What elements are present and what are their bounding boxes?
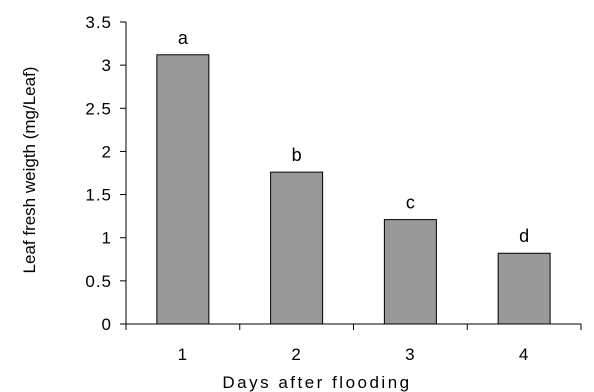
y-tick-label: 0	[102, 315, 112, 334]
y-tick-label: 1	[102, 229, 112, 248]
bar-significance-label: d	[519, 226, 529, 246]
bar-day-2	[270, 171, 324, 325]
x-tick-label: 1	[178, 345, 188, 364]
bars	[156, 54, 551, 325]
x-tick-label: 2	[291, 345, 301, 364]
x-tick-label: 3	[405, 345, 415, 364]
y-tick-label: 3.5	[85, 13, 112, 32]
x-tick-label: 4	[519, 345, 529, 364]
axes	[125, 22, 581, 325]
y-tick-label: 2.5	[85, 99, 112, 118]
y-axis-ticks: 0 0.5 1 1.5 2 2.5 3 3.5	[85, 13, 126, 334]
bar-day-3	[383, 219, 437, 325]
y-tick-label: 1.5	[85, 186, 112, 205]
bar-significance-label: b	[292, 145, 302, 165]
bar-day-1	[156, 54, 210, 325]
bar-significance-label: c	[406, 193, 415, 213]
bar-significance-label: a	[178, 28, 189, 48]
bar-day-4	[497, 252, 551, 325]
y-axis-title: Leaf fresh weigth (mg/Leaf)	[20, 67, 39, 274]
data-labels: a b c d	[178, 28, 529, 246]
y-tick-label: 0.5	[85, 272, 112, 291]
x-axis-title: Days after flooding	[222, 373, 411, 392]
y-tick-label: 2	[102, 142, 112, 161]
x-axis-ticks: 1 2 3 4	[125, 324, 582, 364]
y-tick-label: 3	[102, 56, 112, 75]
